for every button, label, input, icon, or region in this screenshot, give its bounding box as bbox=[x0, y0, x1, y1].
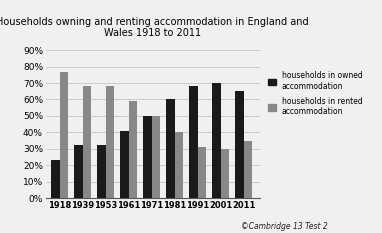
Bar bbox=[189, 86, 197, 198]
Bar bbox=[51, 160, 60, 198]
Bar bbox=[97, 145, 106, 198]
Bar bbox=[235, 91, 244, 198]
Bar bbox=[120, 131, 129, 198]
Bar bbox=[197, 147, 206, 198]
Bar bbox=[74, 145, 83, 198]
Bar bbox=[106, 86, 114, 198]
Title: Households owning and renting accommodation in England and
Wales 1918 to 2011: Households owning and renting accommodat… bbox=[0, 17, 309, 38]
Legend: households in owned
accommodation, households in rented
accommodation: households in owned accommodation, house… bbox=[266, 69, 365, 119]
Bar bbox=[129, 101, 138, 198]
Bar bbox=[166, 99, 175, 198]
Text: ©Cambridge 13 Test 2: ©Cambridge 13 Test 2 bbox=[241, 222, 327, 231]
Bar bbox=[175, 132, 183, 198]
Bar bbox=[221, 149, 230, 198]
Bar bbox=[152, 116, 160, 198]
Bar bbox=[244, 140, 253, 198]
Bar bbox=[83, 86, 91, 198]
Bar bbox=[212, 83, 221, 198]
Bar bbox=[60, 72, 68, 198]
Bar bbox=[143, 116, 152, 198]
